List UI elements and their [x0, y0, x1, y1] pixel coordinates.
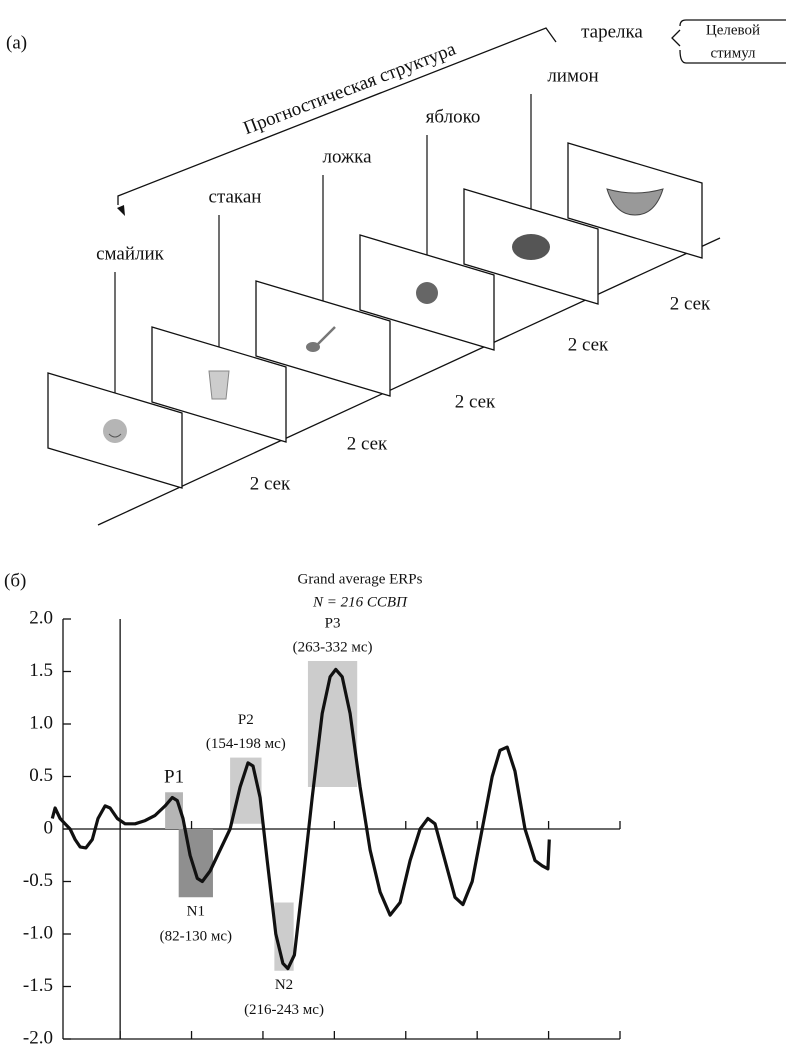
- bracket: [117, 27, 557, 205]
- stimulus-word: яблоко: [426, 106, 481, 127]
- stimulus-word: тарелка: [581, 21, 643, 42]
- panel-a: (а) Прогностическая структура Целевой ст…: [6, 19, 786, 526]
- y-tick-label: -0.5: [23, 870, 53, 891]
- icon: [208, 370, 230, 400]
- stimulus-word: стакан: [209, 186, 262, 207]
- component-window-label: (154-198 мс): [206, 736, 286, 752]
- chart-subtitle: N = 216 ССВП: [312, 594, 408, 610]
- y-tick-label: 1.0: [29, 712, 53, 733]
- icon: [103, 419, 127, 443]
- duration: 2 сек: [250, 473, 291, 494]
- icon: [606, 188, 664, 216]
- icon: [317, 326, 336, 345]
- chart-title: Grand average ERPs: [298, 571, 423, 587]
- y-tick-label: 2.0: [29, 607, 53, 628]
- component-window-label: (216-243 мс): [244, 1002, 324, 1018]
- y-tick-label: -1.0: [23, 922, 53, 943]
- panel-label: (а): [6, 32, 27, 53]
- erp-line: [50, 667, 551, 971]
- component-name: P1: [164, 767, 184, 788]
- component-name: N2: [275, 977, 293, 993]
- stimulus-word: лимон: [547, 65, 598, 86]
- y-tick-label: 0.5: [29, 765, 53, 786]
- component-window-label: (82-130 мс): [160, 929, 232, 945]
- icon: [416, 282, 438, 304]
- y-tick-label: -1.5: [23, 975, 53, 996]
- y-tick-label: -2.0: [23, 1027, 53, 1047]
- component-name: P3: [325, 615, 341, 631]
- target-label: Целевой: [706, 22, 760, 38]
- panel-b: (б) Grand average ERPs N = 216 ССВП 2.0 1…: [4, 570, 621, 1047]
- target-label: стимул: [710, 45, 756, 61]
- duration: 2 сек: [347, 433, 388, 454]
- component-window-label: (263-332 мс): [293, 639, 373, 655]
- callout: [671, 19, 786, 64]
- stimulus-word: смайлик: [96, 243, 165, 264]
- component-window: [178, 829, 213, 898]
- stimulus-word: ложка: [322, 146, 372, 167]
- panel-label: (б): [4, 570, 26, 591]
- y-tick-label: 0: [44, 817, 54, 838]
- duration: 2 сек: [568, 334, 609, 355]
- timeline: [97, 237, 721, 526]
- icon: [306, 342, 320, 352]
- duration: 2 сек: [455, 391, 496, 412]
- component-name: P2: [238, 712, 254, 728]
- arrow: [117, 205, 125, 216]
- icon: [108, 433, 122, 438]
- duration: 2 сек: [670, 293, 711, 314]
- y-tick-label: 1.5: [29, 660, 53, 681]
- component-name: N1: [187, 904, 205, 920]
- icon: [512, 234, 550, 260]
